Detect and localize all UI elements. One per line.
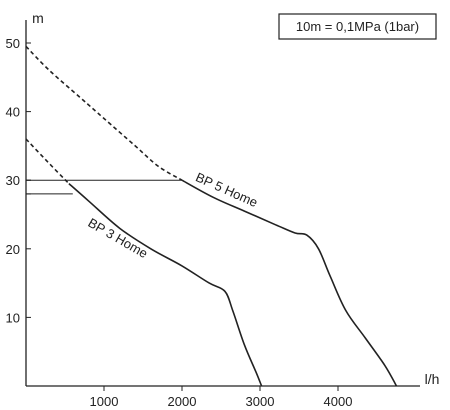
series-2-solid-curve — [68, 182, 263, 387]
reference-lines — [26, 179, 182, 195]
unit-note-text: 10m = 0,1MPa (1bar) — [296, 19, 419, 34]
pump-curves — [25, 45, 398, 387]
y-tick-label: 50 — [6, 36, 20, 51]
y-tick-label: 40 — [6, 105, 20, 120]
y-tick-label: 10 — [6, 310, 20, 325]
chart-ticks: 1000 2000 3000 4000 10 20 30 40 50 — [6, 36, 353, 409]
y-axis-label: m — [32, 10, 44, 26]
x-tick-label: 4000 — [324, 394, 353, 409]
series-2-label: BP 3 Home — [86, 215, 151, 261]
unit-note-box — [278, 13, 437, 40]
chart-axes: l/h m — [25, 10, 440, 387]
x-tick-label: 2000 — [168, 394, 197, 409]
x-axis-label: l/h — [425, 371, 440, 387]
series-1-dashed-curve — [25, 45, 183, 181]
unit-note: 10m = 0,1MPa (1bar) — [278, 13, 437, 40]
y-tick-label: 30 — [6, 173, 20, 188]
series-1-solid-curve — [181, 179, 398, 387]
x-tick-label: 1000 — [90, 394, 119, 409]
y-tick-label: 20 — [6, 242, 20, 257]
series-2-dashed-curve — [25, 138, 70, 185]
x-tick-label: 3000 — [246, 394, 275, 409]
